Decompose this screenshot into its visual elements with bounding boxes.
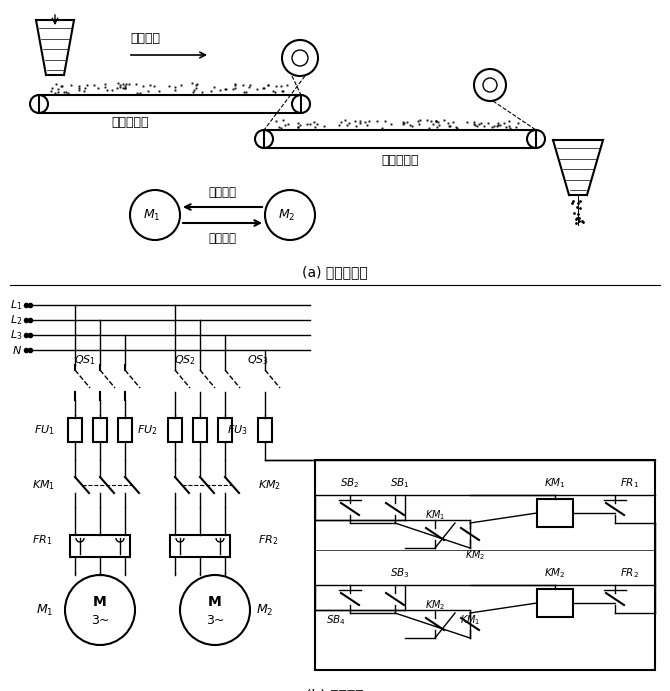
Text: $KM_2$: $KM_2$ (465, 548, 485, 562)
Text: $L_2$: $L_2$ (9, 313, 22, 327)
Bar (193, 418, 207, 442)
Text: 第二条皮带: 第二条皮带 (111, 115, 149, 129)
Bar (537, 589, 573, 617)
Text: $FR_2$: $FR_2$ (620, 566, 639, 580)
Text: $QS_3$: $QS_3$ (247, 353, 269, 367)
Text: $KM_2$: $KM_2$ (258, 478, 281, 492)
Text: $QS_1$: $QS_1$ (74, 353, 96, 367)
Text: $N$: $N$ (12, 344, 22, 356)
Bar (170, 535, 230, 557)
Text: $SB_3$: $SB_3$ (390, 566, 410, 580)
Bar (39, 95, 301, 113)
Text: $L_1$: $L_1$ (9, 298, 22, 312)
Text: 启动顺序: 启动顺序 (208, 185, 236, 198)
Text: M: M (93, 595, 107, 609)
Text: $QS_2$: $QS_2$ (174, 353, 196, 367)
Text: $KM_2$: $KM_2$ (425, 598, 445, 612)
Text: $FU_3$: $FU_3$ (227, 423, 248, 437)
Text: $FR_2$: $FR_2$ (258, 533, 278, 547)
Text: M: M (208, 595, 222, 609)
Text: $FR_1$: $FR_1$ (31, 533, 52, 547)
Text: $FU_1$: $FU_1$ (34, 423, 55, 437)
Bar (118, 418, 132, 442)
Text: $KM_1$: $KM_1$ (544, 476, 566, 490)
Bar (315, 460, 655, 670)
Bar (258, 418, 272, 442)
Text: 第一条皮带: 第一条皮带 (381, 153, 419, 167)
Text: (a) 工作示意图: (a) 工作示意图 (302, 265, 368, 279)
Bar (218, 418, 232, 442)
Bar (70, 535, 130, 557)
Text: $KM_1$: $KM_1$ (32, 478, 55, 492)
Text: $M_1$: $M_1$ (36, 603, 54, 618)
Text: $FU_2$: $FU_2$ (137, 423, 158, 437)
Text: $KM_1$: $KM_1$ (425, 508, 445, 522)
Text: $M_2$: $M_2$ (257, 603, 274, 618)
Text: $SB_2$: $SB_2$ (340, 476, 360, 490)
Bar (168, 418, 182, 442)
Text: 停止顺序: 停止顺序 (208, 231, 236, 245)
Bar (537, 499, 573, 527)
Bar (68, 418, 82, 442)
Text: (b) 控制电路: (b) 控制电路 (306, 688, 364, 691)
Text: $L_3$: $L_3$ (9, 328, 22, 342)
Text: 运料方向: 运料方向 (130, 32, 160, 44)
Text: $KM_2$: $KM_2$ (544, 566, 565, 580)
Text: $M_1$: $M_1$ (143, 207, 161, 223)
Text: $FR_1$: $FR_1$ (620, 476, 640, 490)
Bar (93, 418, 107, 442)
Text: $SB_4$: $SB_4$ (326, 613, 346, 627)
Text: 3~: 3~ (91, 614, 109, 627)
Text: 3~: 3~ (206, 614, 224, 627)
Text: $SB_1$: $SB_1$ (390, 476, 410, 490)
Text: $M_2$: $M_2$ (278, 207, 295, 223)
Text: $KM_1$: $KM_1$ (460, 613, 480, 627)
Bar (264, 130, 536, 148)
